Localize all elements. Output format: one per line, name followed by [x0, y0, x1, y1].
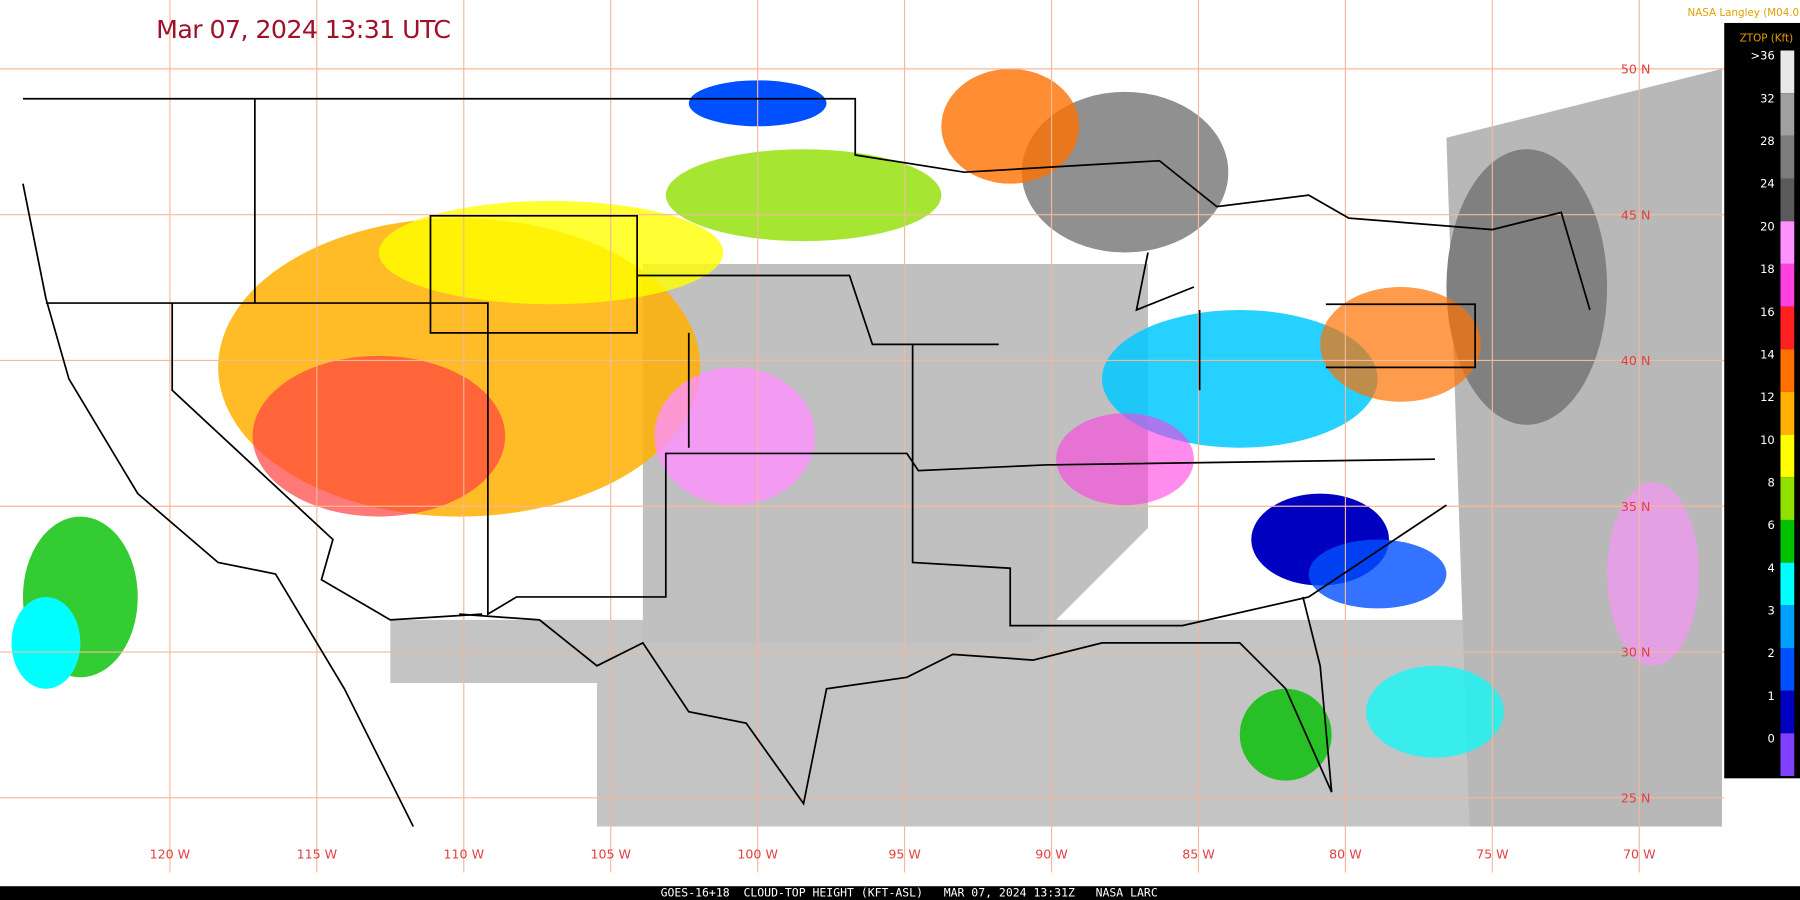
- cloud: [1320, 286, 1481, 402]
- longitude-label: 70 W: [1623, 847, 1656, 862]
- legend-label: 32: [1760, 91, 1775, 105]
- low-cloud: [390, 619, 1722, 827]
- footer-bar: [0, 886, 1800, 900]
- cloud: [665, 149, 942, 242]
- cloud: [1366, 665, 1504, 758]
- legend-label: 1: [1767, 689, 1774, 703]
- legend-label: 2: [1767, 646, 1774, 660]
- legend-label: 10: [1760, 433, 1775, 447]
- legend-swatch: [1780, 733, 1795, 777]
- legend-label: 0: [1767, 732, 1774, 746]
- legend-label: 14: [1760, 347, 1775, 361]
- boundaries: [22, 97, 1591, 827]
- state-line: [1135, 252, 1476, 391]
- longitude-label: 90 W: [1035, 847, 1068, 862]
- cloud-imagery: [11, 68, 1722, 827]
- legend-swatch: [1780, 263, 1795, 307]
- state-line: [253, 98, 999, 346]
- cloud: [11, 596, 81, 689]
- longitude-label: 105 W: [590, 847, 631, 862]
- longitude-label: 100 W: [737, 847, 778, 862]
- legend-title: ZTOP (Kft): [1740, 32, 1793, 44]
- legend-label: 24: [1760, 177, 1775, 191]
- longitude-label: 95 W: [888, 847, 921, 862]
- graticule: 120 W 115 W 110 W 105 W 100 W 95 W 90 W 85 W 80 …: [0, 0, 1725, 873]
- legend-swatch: [1780, 562, 1795, 606]
- legend-label: 3: [1767, 603, 1774, 617]
- longitude-label: 75 W: [1476, 847, 1509, 862]
- legend-label: 4: [1767, 561, 1774, 575]
- legend-swatch: [1780, 306, 1795, 350]
- legend-swatch: [1780, 647, 1795, 691]
- longitude-label: 85 W: [1182, 847, 1215, 862]
- state-line: [687, 332, 1447, 627]
- legend-swatch: [1780, 605, 1795, 648]
- legend-label: >36: [1751, 49, 1775, 63]
- legend-label: 18: [1760, 262, 1775, 276]
- legend-label: 16: [1760, 305, 1775, 319]
- latitude-label: 50 N: [1621, 61, 1651, 76]
- legend-swatch: [1780, 391, 1795, 435]
- legend-swatch: [1780, 50, 1795, 94]
- legend-swatch: [1780, 93, 1795, 136]
- cloud: [1102, 309, 1378, 448]
- state-line: [171, 303, 483, 621]
- cloud: [654, 367, 816, 506]
- cloud: [1056, 413, 1194, 506]
- longitude-label: 110 W: [444, 847, 485, 862]
- coastline: [459, 596, 1333, 806]
- cloud: [1607, 482, 1699, 666]
- latitude-label: 25 N: [1621, 790, 1651, 805]
- legend-swatch: [1780, 519, 1795, 563]
- cloud: [252, 355, 506, 517]
- footer-caption: GOES-16+18 CLOUD-TOP HEIGHT (KFT-ASL) MA…: [661, 886, 1158, 900]
- legend-label: 6: [1767, 518, 1774, 532]
- legend-label: 8: [1767, 475, 1774, 489]
- credit: NASA Langley (M04.0): [1688, 7, 1800, 19]
- state-line: [45, 302, 1435, 616]
- longitude-label: 80 W: [1329, 847, 1362, 862]
- legend-swatch: [1780, 178, 1795, 222]
- latitude-label: 45 N: [1621, 207, 1651, 222]
- border: [22, 97, 1591, 311]
- cloud: [1239, 688, 1332, 781]
- legend-label: 28: [1760, 134, 1775, 148]
- legend-label: 20: [1760, 219, 1775, 233]
- cloud: [1308, 539, 1447, 609]
- legend-swatch: [1780, 349, 1795, 392]
- legend-swatch: [1780, 221, 1795, 264]
- legend-label: 12: [1760, 390, 1775, 404]
- longitude-label: 115 W: [297, 847, 338, 862]
- longitude-label: 120 W: [150, 847, 191, 862]
- latitude-label: 35 N: [1621, 499, 1651, 514]
- latitude-label: 30 N: [1621, 645, 1651, 660]
- legend-swatch: [1780, 690, 1795, 734]
- legend-swatch: [1780, 135, 1795, 179]
- timestamp-title: Mar 07, 2024 13:31 UTC: [156, 15, 450, 44]
- coastline: [22, 183, 415, 827]
- cloud: [941, 68, 1080, 184]
- cloud: [1446, 149, 1608, 425]
- latitude-label: 40 N: [1621, 353, 1651, 368]
- legend-swatch: [1780, 434, 1795, 478]
- legend-swatch: [1780, 477, 1795, 520]
